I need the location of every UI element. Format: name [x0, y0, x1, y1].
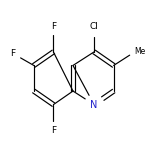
Text: N: N	[90, 100, 98, 110]
Text: F: F	[51, 126, 56, 135]
Text: F: F	[10, 49, 15, 58]
Text: F: F	[51, 22, 56, 31]
Text: Me: Me	[135, 47, 146, 56]
Text: Cl: Cl	[90, 22, 98, 31]
